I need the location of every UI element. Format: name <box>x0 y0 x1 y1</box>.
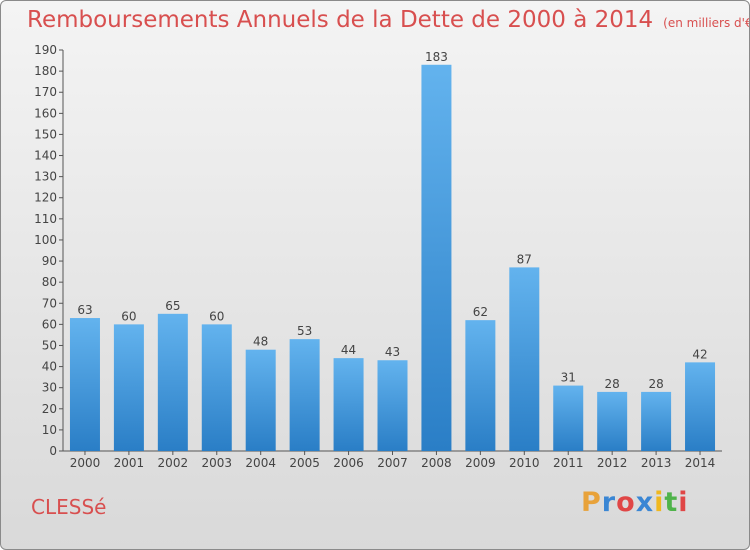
y-tick-label: 140 <box>34 149 57 163</box>
chart-title-text: Remboursements Annuels de la Dette de 20… <box>27 7 654 33</box>
bar <box>113 324 144 451</box>
y-tick-label: 70 <box>42 296 57 310</box>
y-tick-label: 180 <box>34 64 57 78</box>
y-tick-label: 110 <box>34 212 57 226</box>
x-tick-label: 2001 <box>114 456 145 470</box>
bar-value-label: 48 <box>253 335 268 349</box>
bar-value-label: 60 <box>209 309 224 323</box>
x-tick-label: 2009 <box>465 456 496 470</box>
bar <box>641 391 672 451</box>
x-tick-label: 2008 <box>421 456 452 470</box>
y-tick-label: 190 <box>34 43 57 57</box>
y-tick-label: 170 <box>34 85 57 99</box>
bar <box>245 349 276 451</box>
x-tick-label: 2011 <box>553 456 584 470</box>
x-tick-label: 2013 <box>641 456 672 470</box>
bar-value-label: 183 <box>425 50 448 64</box>
commune-name: CLESSé <box>31 495 107 519</box>
y-tick-label: 40 <box>42 360 57 374</box>
bar-value-label: 53 <box>297 324 312 338</box>
chart-title-unit: (en milliers d'€) <box>663 16 750 30</box>
bar <box>377 360 408 451</box>
bar-value-label: 62 <box>473 305 488 319</box>
x-tick-label: 2012 <box>597 456 628 470</box>
bar-value-label: 60 <box>121 309 136 323</box>
bar-value-label: 28 <box>648 377 663 391</box>
bar <box>553 385 584 451</box>
y-tick-label: 130 <box>34 170 57 184</box>
bar <box>421 64 452 451</box>
bar <box>69 318 100 451</box>
bar <box>465 320 496 451</box>
bar-value-label: 43 <box>385 345 400 359</box>
bar <box>597 391 628 451</box>
x-tick-label: 2005 <box>289 456 320 470</box>
y-tick-label: 10 <box>42 423 57 437</box>
chart-title: Remboursements Annuels de la Dette de 20… <box>27 7 750 33</box>
x-tick-label: 2010 <box>509 456 540 470</box>
x-tick-label: 2004 <box>245 456 276 470</box>
proxiti-logo: Proxiti <box>581 487 689 518</box>
y-tick-label: 80 <box>42 275 57 289</box>
x-tick-label: 2006 <box>333 456 364 470</box>
y-tick-label: 30 <box>42 381 57 395</box>
y-tick-label: 150 <box>34 127 57 141</box>
y-tick-label: 60 <box>42 317 57 331</box>
bar-value-label: 31 <box>561 371 576 385</box>
bar <box>157 313 188 451</box>
bar <box>509 267 540 451</box>
x-tick-label: 2003 <box>201 456 232 470</box>
x-tick-label: 2014 <box>685 456 716 470</box>
bar-value-label: 63 <box>77 303 92 317</box>
y-tick-label: 20 <box>42 402 57 416</box>
y-tick-label: 120 <box>34 191 57 205</box>
bar-value-label: 65 <box>165 299 180 313</box>
bar <box>685 362 716 451</box>
bar-value-label: 28 <box>605 377 620 391</box>
bar <box>201 324 232 451</box>
bar <box>289 339 320 451</box>
x-tick-label: 2002 <box>158 456 189 470</box>
x-tick-label: 2000 <box>70 456 101 470</box>
bar-value-label: 42 <box>692 347 707 361</box>
y-tick-label: 100 <box>34 233 57 247</box>
bar <box>333 358 364 451</box>
y-tick-label: 0 <box>49 444 57 458</box>
bar-value-label: 44 <box>341 343 356 357</box>
y-tick-label: 90 <box>42 254 57 268</box>
y-tick-label: 160 <box>34 106 57 120</box>
x-tick-label: 2007 <box>377 456 408 470</box>
bar-value-label: 87 <box>517 252 532 266</box>
y-tick-label: 50 <box>42 338 57 352</box>
